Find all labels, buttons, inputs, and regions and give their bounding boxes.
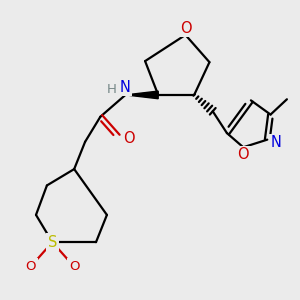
Text: O: O — [69, 260, 80, 273]
Text: S: S — [48, 235, 57, 250]
Text: O: O — [123, 131, 134, 146]
Text: O: O — [238, 147, 249, 162]
Text: N: N — [120, 80, 131, 95]
Polygon shape — [125, 91, 158, 99]
Text: O: O — [25, 260, 36, 273]
Text: N: N — [271, 135, 281, 150]
Text: O: O — [180, 21, 191, 36]
Text: H: H — [106, 83, 116, 96]
